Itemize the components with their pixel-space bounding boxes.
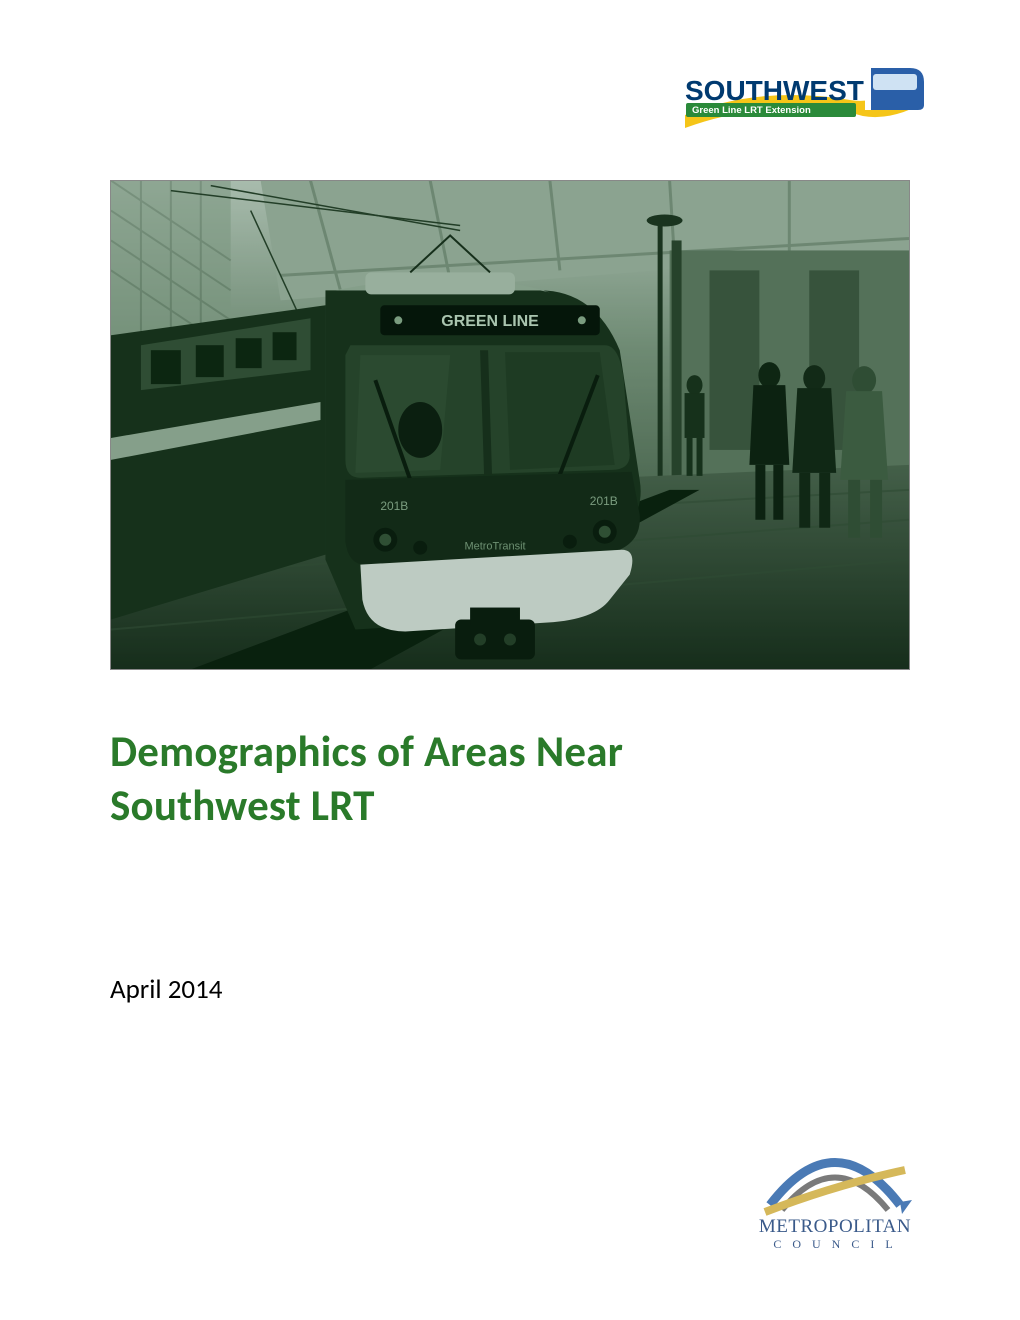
title-line-2: Southwest LRT	[110, 779, 375, 832]
logo-bottom-text-main: METROPOLITAN	[759, 1216, 911, 1237]
logo-bottom-text-sub: C O U N C I L	[773, 1237, 896, 1251]
hero-image: GREEN LINE 201B	[110, 180, 910, 670]
logo-main-text: SOUTHWEST	[685, 75, 864, 106]
metropolitan-council-logo: METROPOLITAN C O U N C I L	[750, 1140, 920, 1260]
green-tint	[111, 181, 909, 669]
logo-arcs-icon	[765, 1163, 912, 1215]
logo-sub-text: Green Line LRT Extension	[692, 105, 811, 116]
document-title: Demographics of Areas Near Southwest LRT	[110, 725, 910, 833]
logo-train-icon	[865, 68, 924, 110]
title-line-1: Demographics of Areas Near	[110, 725, 623, 778]
document-date: April 2014	[110, 973, 910, 1006]
southwest-logo: SOUTHWEST Green Line LRT Extension	[680, 50, 930, 145]
